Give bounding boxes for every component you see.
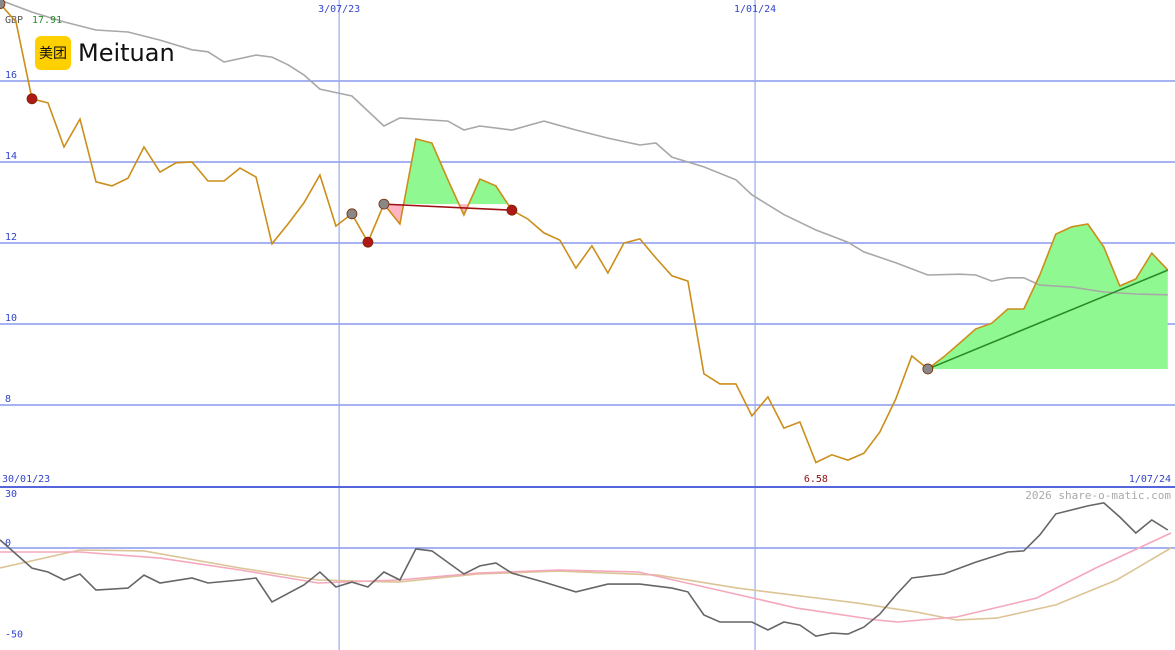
series-line xyxy=(0,532,1172,623)
series-line xyxy=(0,547,1172,621)
series-line xyxy=(0,502,1169,637)
y-tick-label: 14 xyxy=(5,151,17,162)
logo-badge xyxy=(35,36,71,70)
signal-marker xyxy=(362,236,374,248)
loss-area xyxy=(383,204,512,224)
watermark: 2026 share-o-matic.com xyxy=(1025,489,1171,502)
signal-marker xyxy=(346,208,358,220)
max-label: 17.91 xyxy=(32,15,62,26)
overlays xyxy=(383,138,1168,369)
series-line xyxy=(0,3,1169,464)
x-tick-label: 1/07/24 xyxy=(1129,474,1171,485)
x-tick-label: 30/01/23 xyxy=(2,474,50,485)
trend-line xyxy=(927,269,1169,370)
chart-title: Meituan xyxy=(78,39,175,67)
y-tick-label: 0 xyxy=(5,538,11,549)
signal-marker xyxy=(26,93,38,105)
y-tick-label: 8 xyxy=(5,394,11,405)
x-tick-label: 3/07/23 xyxy=(318,4,360,15)
y-tick-label: -50 xyxy=(5,630,23,641)
y-tick-label: 10 xyxy=(5,313,17,324)
x-tick-label: 1/01/24 xyxy=(734,4,776,15)
y-tick-label: 16 xyxy=(5,70,17,81)
gain-area xyxy=(927,223,1168,369)
signal-marker xyxy=(0,0,6,10)
y-tick-label: 12 xyxy=(5,232,17,243)
logo-text: 美团 xyxy=(39,46,67,62)
signal-marker xyxy=(922,363,934,375)
signal-marker xyxy=(378,198,390,210)
signal-marker xyxy=(506,204,518,216)
min-label: 6.58 xyxy=(804,474,828,485)
gain-area xyxy=(403,138,508,205)
y-tick-label: 30 xyxy=(5,489,17,500)
logo: 美团 Meituan xyxy=(35,36,175,70)
series-line xyxy=(0,0,1168,296)
trend-line xyxy=(383,203,512,211)
